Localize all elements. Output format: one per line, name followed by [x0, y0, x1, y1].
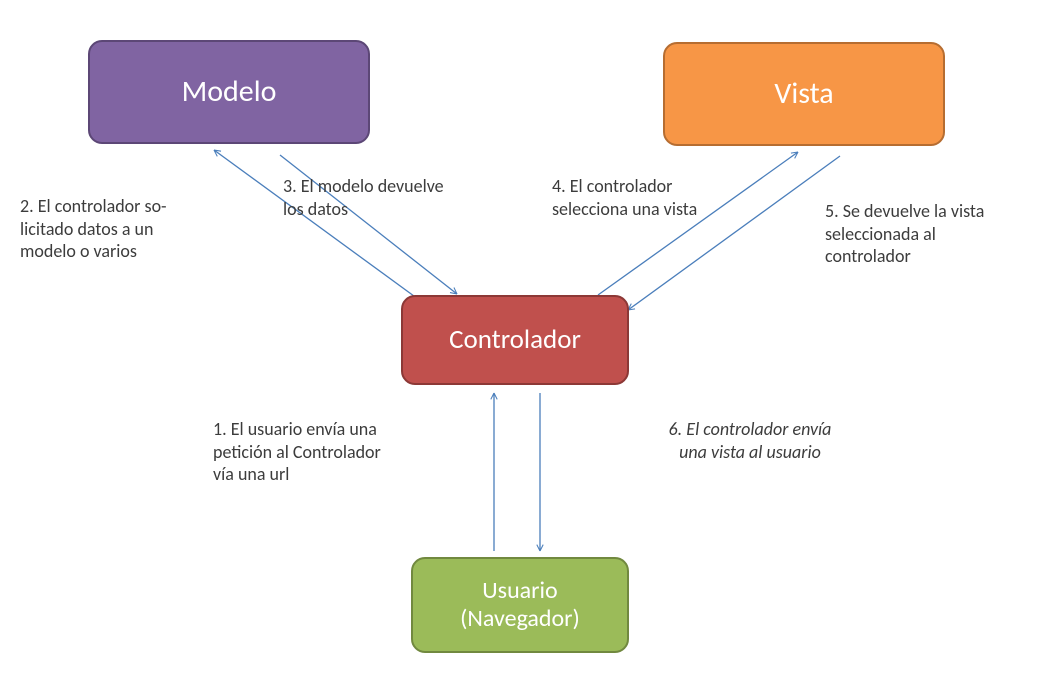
vista-node: Vista: [663, 42, 945, 146]
controlador-label: Controlador: [449, 324, 581, 355]
label-step4: 4. El controlador selecciona una vista: [552, 175, 772, 220]
label-step2: 2. El controlador so- licitado datos a u…: [20, 195, 240, 263]
usuario-label: Usuario (Navegador): [460, 577, 580, 632]
vista-label: Vista: [774, 77, 833, 112]
label-step6: 6. El controlador envía una vista al usu…: [625, 418, 875, 463]
label-step3: 3. El modelo devuelve los datos: [283, 175, 503, 220]
controlador-node: Controlador: [401, 295, 629, 385]
edge-controlador-to-vista: [598, 152, 798, 295]
edge-controlador-to-modelo: [214, 150, 418, 299]
modelo-label: Modelo: [182, 75, 277, 110]
modelo-node: Modelo: [88, 40, 370, 144]
usuario-node: Usuario (Navegador): [411, 557, 629, 653]
label-step1: 1. El usuario envía una petición al Cont…: [213, 418, 443, 486]
label-step5: 5. Se devuelve la vista seleccionada al …: [825, 200, 1055, 268]
